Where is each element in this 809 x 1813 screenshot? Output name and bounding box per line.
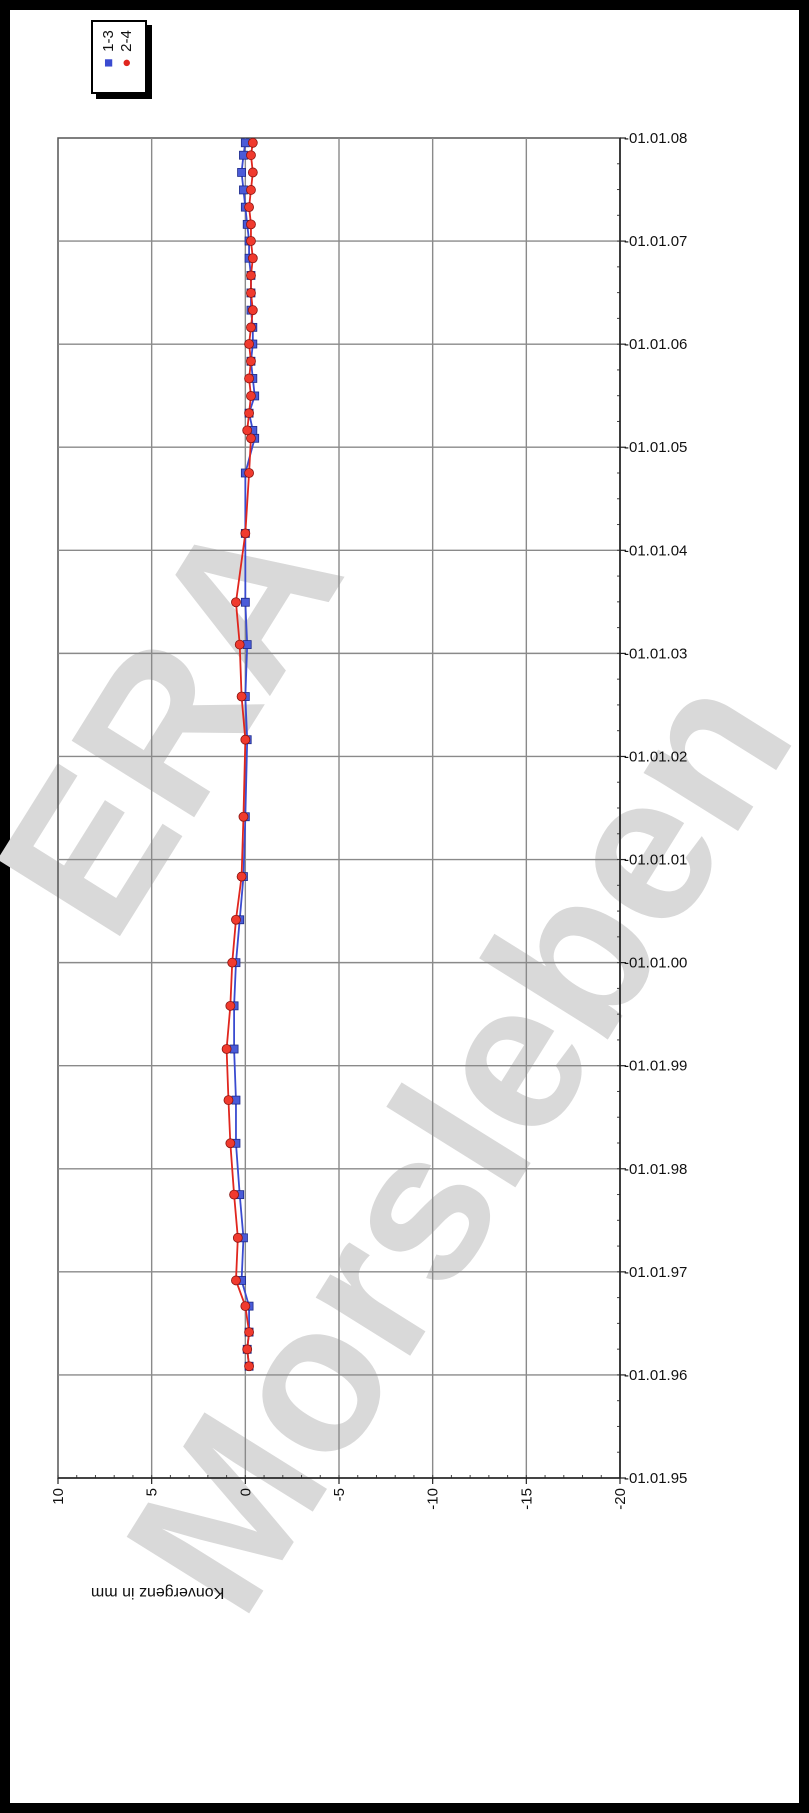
- tick-label-x: 10: [50, 1488, 67, 1505]
- tick-label-y: -01.01.05: [624, 439, 687, 456]
- x-axis-title: Konvergenz in mm: [91, 1584, 224, 1601]
- series-line-2-4: [225, 142, 254, 1367]
- data-point-1-3: [237, 168, 246, 177]
- tick-label-y: -01.01.03: [624, 645, 687, 662]
- data-point-2-4: [242, 1344, 253, 1355]
- data-point-2-4: [247, 305, 258, 316]
- data-point-2-4: [244, 202, 254, 213]
- data-point-2-4: [246, 322, 256, 333]
- data-point-2-4: [247, 137, 258, 148]
- data-point-2-4: [244, 408, 254, 419]
- data-point-2-4: [229, 1189, 239, 1200]
- data-point-2-4: [244, 339, 254, 349]
- data-point-2-4: [225, 1138, 236, 1149]
- data-point-2-4: [244, 373, 254, 384]
- data-point-2-4: [246, 391, 256, 401]
- tick-label-y: -01.01.04: [624, 542, 687, 559]
- data-point-2-4: [231, 914, 241, 925]
- data-point-2-4: [240, 1301, 251, 1312]
- data-point-2-4: [242, 425, 253, 436]
- data-point-2-4: [223, 1095, 234, 1106]
- data-point-2-4: [238, 811, 249, 822]
- data-point-1-3: [240, 597, 250, 607]
- legend-entry-1-3: ■ 1-3: [100, 30, 117, 70]
- square-marker-icon: ■: [100, 58, 117, 68]
- tick-label-x: -5: [331, 1488, 348, 1501]
- data-point-2-4: [244, 1327, 254, 1337]
- data-point-2-4: [225, 1000, 236, 1011]
- data-point-2-4: [221, 1044, 232, 1054]
- grid-lines: [58, 138, 620, 1478]
- data-point-2-4: [246, 288, 256, 298]
- tick-label-y: -01.01.06: [624, 336, 687, 353]
- tick-label-y: -01.01.95: [624, 1470, 687, 1487]
- series-layer: [221, 137, 260, 1372]
- data-point-2-4: [234, 639, 245, 650]
- tick-label-x: -10: [425, 1488, 442, 1510]
- tick-labels: -01.01.95 -01.01.96 -01.01.97 -01.01.98 -01.…: [50, 130, 687, 1601]
- tick-label-x: -20: [612, 1488, 629, 1510]
- data-point-2-4: [236, 871, 247, 882]
- tick-label-x: -15: [518, 1488, 535, 1510]
- data-point-2-4: [246, 356, 256, 367]
- circle-marker-icon: ●: [118, 58, 135, 68]
- tick-label-y: -01.01.96: [624, 1367, 687, 1384]
- legend-label-2-4: 2-4: [118, 30, 135, 52]
- legend-label-1-3: 1-3: [100, 30, 117, 52]
- data-point-2-4: [236, 691, 247, 702]
- tick-label-y: -01.01.97: [624, 1264, 687, 1281]
- data-point-2-4: [231, 597, 241, 608]
- data-point-2-4: [227, 957, 238, 968]
- data-point-2-4: [244, 1361, 254, 1372]
- tick-label-y: -01.01.07: [624, 233, 687, 250]
- tick-label-y: -01.01.01: [624, 852, 687, 869]
- data-point-2-4: [246, 433, 256, 444]
- tick-label-y: -01.01.98: [624, 1161, 687, 1178]
- data-point-2-4: [247, 167, 258, 178]
- data-point-2-4: [246, 185, 256, 195]
- tick-label-x: 0: [237, 1488, 254, 1496]
- legend: ■ 1-3 ● 2-4: [91, 20, 147, 94]
- tick-label-x: 5: [144, 1488, 161, 1496]
- data-point-2-4: [247, 253, 258, 264]
- tick-label-y: -01.01.00: [624, 955, 687, 972]
- data-point-2-4: [232, 1232, 243, 1243]
- data-point-2-4: [231, 1275, 241, 1286]
- tick-label-y: -01.01.99: [624, 1058, 687, 1075]
- tick-label-y: -01.01.08: [624, 130, 687, 147]
- series-2-4: [221, 137, 258, 1372]
- data-point-2-4: [246, 219, 256, 230]
- data-point-2-4: [246, 236, 256, 246]
- data-point-2-4: [246, 270, 256, 281]
- legend-entry-2-4: ● 2-4: [118, 30, 135, 70]
- tick-label-y: -01.01.02: [624, 748, 687, 765]
- data-point-2-4: [240, 528, 251, 539]
- data-point-2-4: [246, 150, 256, 161]
- series-line-1-3: [233, 142, 256, 1367]
- data-point-2-4: [240, 734, 251, 745]
- data-point-2-4: [244, 468, 254, 478]
- axes: [57, 137, 626, 1484]
